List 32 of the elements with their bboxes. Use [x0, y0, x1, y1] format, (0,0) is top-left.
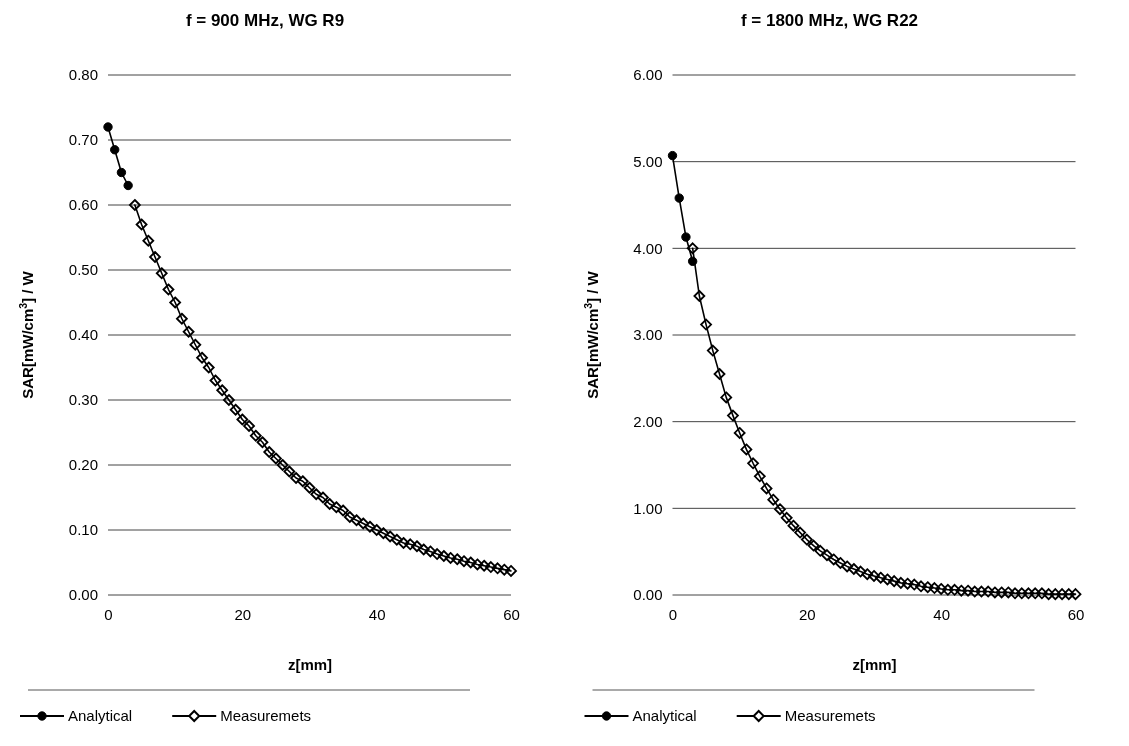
y-tick-label: 0.70 — [68, 131, 98, 149]
legend-label: Analytical — [68, 707, 133, 725]
y-tick-label: 0.00 — [633, 586, 663, 604]
y-tick-label: 5.00 — [633, 152, 663, 170]
y-tick-label: 0.20 — [68, 456, 98, 474]
y-tick-label: 4.00 — [633, 239, 663, 257]
y-tick-label: 1.00 — [633, 499, 663, 517]
legend-label: Measuremets — [784, 707, 876, 725]
y-tick-label: 0.00 — [68, 586, 98, 604]
y-tick-label: 0.10 — [68, 521, 98, 539]
x-tick-label: 60 — [503, 605, 520, 623]
y-tick-label: 2.00 — [633, 412, 663, 430]
x-tick-label: 0 — [668, 605, 678, 623]
y-tick-label: 0.30 — [68, 391, 98, 409]
x-tick-label: 40 — [368, 605, 386, 623]
y-tick-label: 3.00 — [633, 326, 663, 344]
x-tick-label: 20 — [798, 605, 816, 623]
y-tick-label: 6.00 — [633, 66, 663, 84]
x-tick-label: 40 — [933, 605, 951, 623]
x-tick-label: 0 — [104, 605, 113, 623]
chart-title: f = 1800 MHz, WG R22 — [740, 11, 919, 30]
x-tick-label: 60 — [1067, 605, 1085, 623]
x-axis-title: z[mm] — [852, 656, 897, 673]
x-tick-label: 20 — [234, 605, 252, 623]
y-tick-label: 0.60 — [68, 196, 98, 214]
legend-label: Measuremets — [220, 707, 312, 725]
y-tick-label: 0.40 — [68, 326, 98, 344]
y-tick-label: 0.80 — [68, 66, 98, 84]
legend-label: Analytical — [632, 707, 697, 725]
x-axis-title: z[mm] — [287, 656, 333, 673]
chart-title: f = 900 MHz, WG R9 — [185, 11, 345, 30]
y-tick-label: 0.50 — [68, 261, 98, 279]
